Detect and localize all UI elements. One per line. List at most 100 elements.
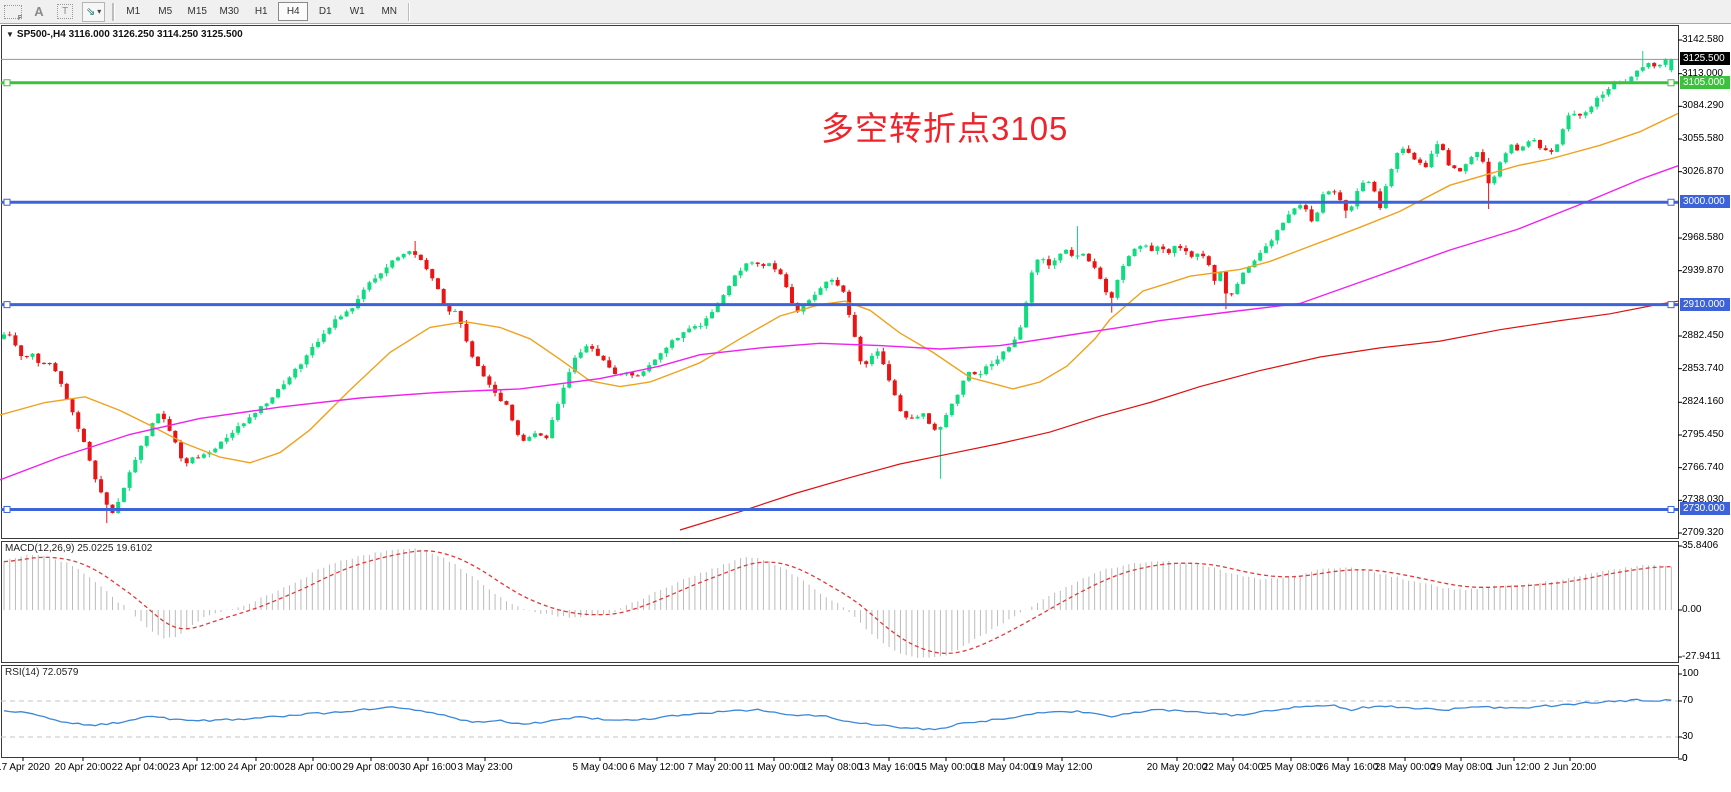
price-tick-label: 2824.160 [1682,396,1724,408]
time-axis-label: 29 Apr 08:00 [342,762,400,773]
text-annotation-icon[interactable]: A [34,4,44,19]
arrows-tool-icon: ⇘ [86,6,96,18]
toolbar: F A T ⇘ ▾ M1 M5 M15 M30 H1 H4 D1 W1 MN [0,0,1731,24]
text-box-glyph: T [57,4,73,19]
price-tick-label: 3142.580 [1682,34,1724,45]
quote-header[interactable]: ▼ SP500-,H4 3116.000 3126.250 3114.250 31… [6,29,243,40]
macd-scale-label: 0.00 [1682,604,1702,615]
collapse-arrow-icon[interactable]: ▼ [6,30,14,39]
scale-tick-marks [22,39,1682,761]
price-level-label[interactable]: 2730.000 [1680,502,1730,516]
tf-button-m1[interactable]: M1 [126,6,141,17]
tf-button-h4[interactable]: H4 [278,2,309,21]
macd-panel-border [1,541,1679,663]
price-tick-label: 3084.290 [1682,100,1724,112]
price-tick-label: 2709.320 [1682,527,1724,538]
tf-button-m5[interactable]: M5 [158,6,173,17]
price-tick-label: 2968.580 [1682,231,1724,243]
time-axis-label: 25 May 08:00 [1260,762,1322,773]
ohlc-values: 3116.000 3126.250 3114.250 3125.500 [68,29,243,40]
rsi-indicator-label: RSI(14) 72.0579 [5,667,79,678]
time-axis-label: 18 May 04:00 [973,762,1035,773]
price-tick-label: 2882.450 [1682,329,1724,341]
price-tick-label: 3113.000 [1682,67,1723,79]
toolbar-separator [113,2,115,21]
macd-scale-label: -27.9411 [1682,651,1721,662]
chevron-down-icon: ▾ [97,7,102,16]
time-axis-label: 15 May 00:00 [915,762,977,773]
docking-grid-glyph: F [4,4,22,22]
ma-slow-red [679,300,1679,531]
tf-button-m15[interactable]: M15 [187,6,207,17]
rsi-line [3,698,1672,731]
current-price-label: 3125.500 [1680,52,1730,66]
macd-histogram [3,548,1672,658]
price-level-label[interactable]: 3000.000 [1680,195,1730,209]
hline-handle [3,198,11,206]
price-tick-label: 2795.450 [1682,428,1724,440]
hline-handle [3,505,11,513]
time-axis-label: 5 May 04:00 [572,762,628,773]
chart-annotation-text[interactable]: 多空转折点3105 [821,110,1069,147]
text-box-icon[interactable]: T [55,3,75,21]
rsi-scale-label: 0 [1682,753,1688,764]
time-axis-label: 13 May 16:00 [858,762,920,773]
tf-button-m30[interactable]: M30 [219,6,239,17]
price-tick-label: 2939.870 [1682,264,1724,276]
time-axis-label: 17 Apr 2020 [0,762,50,773]
hline-handle [1667,301,1675,309]
tf-button-h1[interactable]: H1 [254,6,268,17]
price-level-label[interactable]: 3105.000 [1680,75,1730,89]
tf-button-mn[interactable]: MN [381,6,398,17]
horizontal-level-lines[interactable] [1,79,1678,513]
symbol-timeframe-label: SP500-,H4 [16,29,66,40]
rsi-scale-label: 30 [1682,731,1694,742]
main-price-panel-border [1,25,1679,539]
time-axis-label: 7 May 20:00 [687,762,743,773]
time-axis-label: 24 Apr 20:00 [227,762,285,773]
macd-scale-label: 35.8406 [1682,540,1719,551]
time-axis-label: 20 Apr 20:00 [54,762,112,773]
hline-handle [1667,198,1675,206]
hline-handle [1667,505,1675,513]
arrows-tool-button[interactable]: ⇘ ▾ [82,1,106,22]
price-level-label[interactable]: 2910.000 [1680,297,1730,311]
time-axis-label: 23 Apr 12:00 [168,762,226,773]
time-axis-label: 1 Jun 12:00 [1487,762,1541,773]
time-axis-label: 11 May 00:00 [744,762,804,773]
docking-grid-icon[interactable]: F [3,3,23,22]
hline-handle [1667,79,1675,87]
time-axis-label: 30 Apr 16:00 [399,762,457,773]
rsi-scale-label: 100 [1682,668,1699,679]
time-axis-label: 19 May 12:00 [1031,762,1093,773]
macd-signal-line [3,550,1672,655]
time-axis-label: 3 May 23:00 [457,762,513,773]
ma-medium-magenta [0,165,1679,481]
toolbar-separator [112,2,114,21]
time-axis-label: 22 May 04:00 [1202,762,1264,773]
ma-fast-orange [0,112,1679,464]
hline-handle [3,79,11,87]
time-axis-label: 2 Jun 20:00 [1543,762,1597,773]
time-axis-label: 6 May 12:00 [629,762,685,773]
hline-handle [3,301,11,309]
time-axis-corner-label: 0 [1682,753,1688,764]
rsi-scale-label: 70 [1682,695,1694,706]
tf-button-d1[interactable]: D1 [318,6,332,17]
macd-indicator-label: MACD(12,26,9) 25.0225 19.6102 [5,543,153,554]
time-axis-label: 28 May 00:00 [1374,762,1436,773]
toolbar-separator [408,2,410,21]
price-tick-label: 3026.870 [1682,165,1724,177]
price-tick-label: 3055.580 [1682,132,1724,144]
price-tick-label: 2738.030 [1682,494,1724,506]
time-axis-label: 28 Apr 00:00 [284,762,342,773]
time-axis-label: 20 May 20:00 [1146,762,1208,773]
time-axis-label: 12 May 08:00 [801,762,863,773]
time-axis-label: 29 May 08:00 [1430,762,1492,773]
rsi-panel-border [1,665,1679,758]
tf-button-w1[interactable]: W1 [349,6,365,17]
candlestick-series [2,50,1674,524]
time-axis-label: 22 Apr 04:00 [111,762,169,773]
